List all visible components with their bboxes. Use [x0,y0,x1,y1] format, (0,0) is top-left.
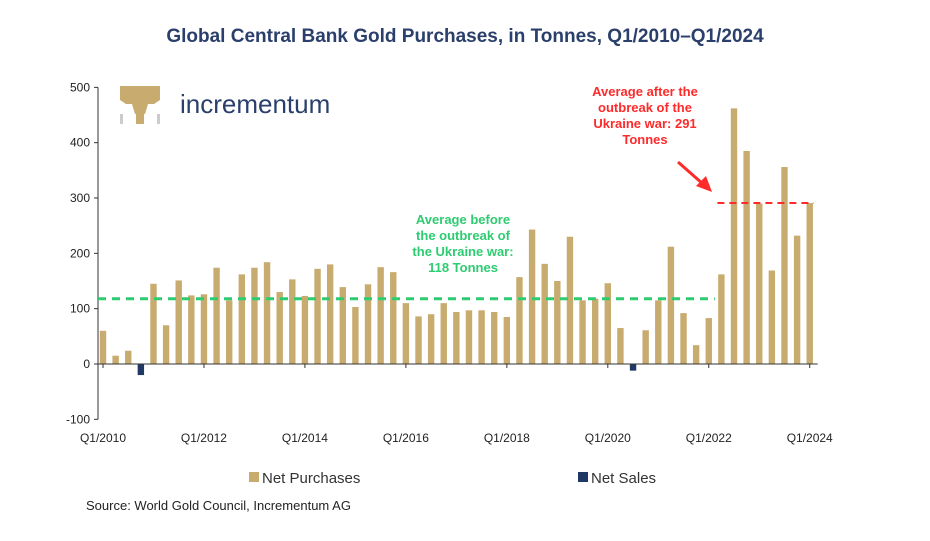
bar-net-purchases [200,294,208,364]
bar-net-purchases [440,303,447,364]
bar-net-purchases [554,281,561,364]
y-tick-label: 200 [70,246,90,260]
legend-net-purchases: Net Purchases [262,470,360,487]
bar-net-sales [629,364,637,371]
bar-net-purchases [390,272,397,364]
bar-net-purchases [263,262,271,364]
bar-net-purchases [415,316,422,364]
bar-net-purchases [162,325,170,364]
bar-net-purchases [125,350,132,364]
x-tick-label: Q1/2022 [686,431,732,445]
reference-annotation: Average after the [592,84,698,99]
bar-net-purchases [99,330,107,364]
reference-annotation: outbreak of the [598,100,692,115]
logo-text: incrementum [180,89,330,119]
bar-net-purchases [112,355,119,364]
tree-logo-icon [120,86,160,124]
bar-net-purchases [793,235,801,364]
y-tick-label: 0 [83,357,90,371]
bar-net-purchases [251,267,258,364]
reference-annotation: Ukraine war: 291 [593,116,696,131]
bar-net-purchases [314,268,321,364]
y-tick-label: 300 [70,191,90,205]
legend-swatch-net-purchases [249,472,259,482]
bar-net-purchases [478,310,485,364]
bar-net-purchases [516,277,523,364]
bar-net-purchases [226,300,233,364]
bar-net-purchases [427,314,435,364]
bar-net-purchases [642,330,649,364]
x-axis: Q1/2010 Q1/2012 Q1/2014 Q1/2016 Q1/2018 Q1/20… [80,363,833,445]
bar-net-purchases [781,167,788,364]
bar-net-purchases [402,303,410,364]
bar-net-purchases [352,307,359,364]
y-tick-label: 500 [70,80,90,94]
bar-net-purchases [680,313,687,364]
bar-net-purchases [566,236,574,364]
x-tick-label: Q1/2016 [383,431,429,445]
bar-net-purchases [326,264,334,364]
reference-annotation: Average before [416,212,510,227]
reference-annotation: the Ukraine war: [412,244,513,259]
bar-net-purchases [465,310,473,364]
bar-net-purchases [377,267,384,364]
bar-net-purchases [289,279,296,364]
bar-net-purchases [806,202,813,364]
bars [99,108,813,376]
legend: Net Purchases Net Sales [249,470,656,487]
y-tick-label: -100 [66,412,90,426]
bar-net-purchases [604,283,611,364]
bar-net-sales [137,364,145,376]
chart-title: Global Central Bank Gold Purchases, in T… [166,26,764,47]
bar-net-purchases [150,283,157,364]
bar-net-purchases [743,150,750,364]
bar-net-purchases [491,311,498,364]
bar-net-purchases [692,345,700,364]
bar-net-purchases [339,287,346,364]
legend-net-sales: Net Sales [591,470,656,487]
bar-net-purchases [768,270,776,364]
reference-annotation: the outbreak of [416,228,511,243]
x-tick-label: Q1/2010 [80,431,126,445]
bar-net-purchases [667,246,675,364]
y-axis: -100 0 100 200 300 400 500 [66,80,99,426]
x-tick-label: Q1/2024 [787,431,833,445]
bar-net-purchases [705,318,712,364]
bar-net-purchases [175,280,182,364]
bar-net-purchases [301,295,309,364]
x-tick-label: Q1/2020 [585,431,631,445]
bar-net-purchases [579,300,586,364]
bar-net-purchases [730,108,738,364]
bar-net-purchases [541,263,548,364]
x-tick-label: Q1/2012 [181,431,227,445]
bar-net-purchases [756,203,763,364]
bar-net-purchases [188,295,195,364]
x-tick-label: Q1/2018 [484,431,530,445]
bar-net-purchases [503,316,511,364]
bar-net-purchases [238,274,246,364]
legend-swatch-net-sales [578,472,588,482]
logo: incrementum [120,86,330,124]
arrow-annotation [677,160,712,192]
bar-net-purchases [453,311,460,364]
reference-annotation: Tonnes [622,132,667,147]
x-tick-label: Q1/2014 [282,431,328,445]
y-tick-label: 100 [70,302,90,316]
bar-net-purchases [213,267,220,364]
bar-net-purchases [655,300,662,364]
y-tick-label: 400 [70,136,90,150]
bar-net-purchases [276,292,283,364]
reference-annotation: 118 Tonnes [428,260,498,275]
bar-net-purchases [718,274,725,364]
bar-net-purchases [591,298,599,364]
bar-net-purchases [364,284,372,364]
bar-net-purchases [528,229,536,364]
source-note: Source: World Gold Council, Incrementum … [86,498,351,513]
bar-net-purchases [617,328,624,364]
